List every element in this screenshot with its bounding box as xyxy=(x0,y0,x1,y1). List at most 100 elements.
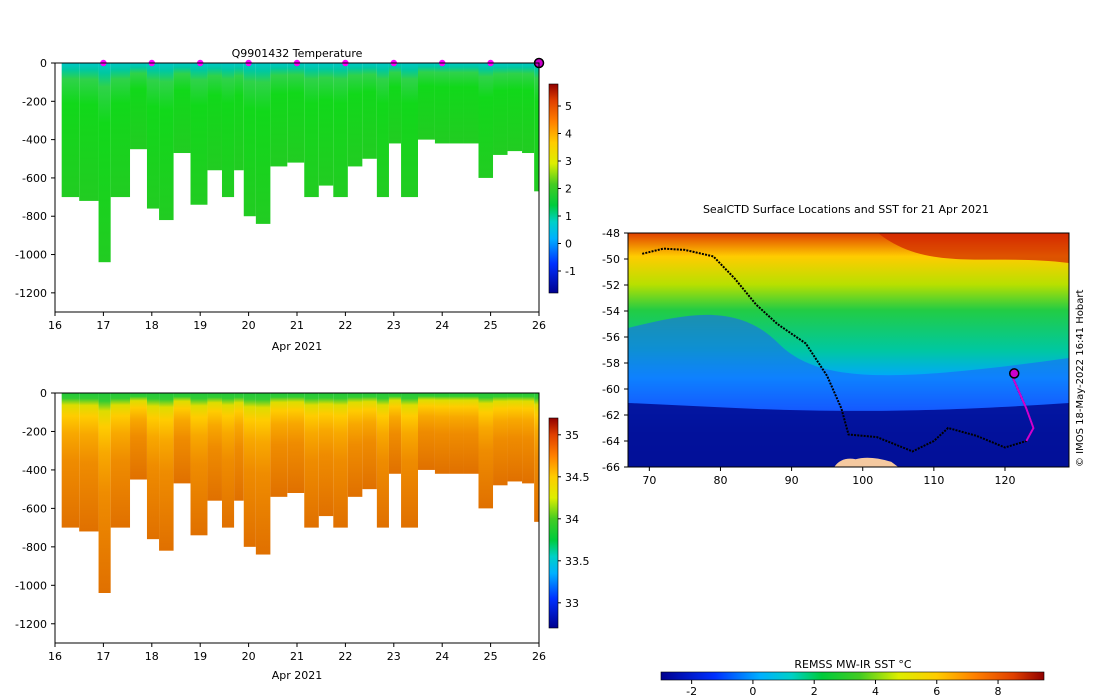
s-profile-column xyxy=(362,393,377,490)
t-profile-column xyxy=(287,63,305,163)
t-x-tick-label: 23 xyxy=(387,319,401,332)
temperature-x-axis-label: Apr 2021 xyxy=(272,340,323,353)
current-location-marker xyxy=(1008,368,1020,379)
t-x-tick-label: 19 xyxy=(193,319,207,332)
t-profile-column xyxy=(434,63,450,144)
t-profile-column xyxy=(318,63,334,186)
s-cbar-tick-label: 33 xyxy=(565,597,579,610)
s-x-tick-label: 17 xyxy=(96,650,110,663)
lat-tick-label: -56 xyxy=(602,331,620,344)
s-profile-column xyxy=(173,393,191,484)
s-x-tick-label: 16 xyxy=(48,650,62,663)
lon-tick-label: 110 xyxy=(923,474,944,487)
sst-cbar-tick-label: -2 xyxy=(686,685,697,698)
t-profile-column xyxy=(418,63,435,140)
t-y-tick-label: 0 xyxy=(40,57,47,70)
s-profile-column xyxy=(159,393,174,551)
t-profile-column xyxy=(110,63,131,198)
s-profile-column xyxy=(418,393,435,470)
t-profile-column xyxy=(146,63,160,209)
s-profile-column xyxy=(110,393,131,528)
t-x-tick-label: 18 xyxy=(145,319,159,332)
salinity-x-axis: 16 17 18 19 20 21 22 23 24 25 26 xyxy=(48,643,546,663)
s-x-tick-label: 19 xyxy=(193,650,207,663)
salinity-data-layer xyxy=(61,393,539,593)
t-profile-column xyxy=(79,63,99,201)
t-profile-column xyxy=(243,63,256,217)
s-cbar-tick-label: 34 xyxy=(565,513,579,526)
t-cbar-tick-label: 3 xyxy=(565,155,572,168)
s-y-tick-label: 0 xyxy=(40,387,47,400)
s-profile-column xyxy=(130,393,147,480)
t-profile-column xyxy=(401,63,418,198)
s-profile-column xyxy=(493,393,508,486)
lat-tick-label: -54 xyxy=(602,305,620,318)
temperature-x-axis: 16 17 18 19 20 21 22 23 24 25 26 xyxy=(48,312,546,332)
t-profile-column xyxy=(234,63,244,171)
sst-cbar-tick-label: 6 xyxy=(933,685,940,698)
lat-tick-label: -62 xyxy=(602,409,620,422)
t-profile-column xyxy=(221,63,235,198)
t-profile-column xyxy=(304,63,319,198)
lat-tick-label: -50 xyxy=(602,253,620,266)
lon-tick-label: 90 xyxy=(785,474,799,487)
s-profile-column xyxy=(79,393,99,532)
s-profile-column xyxy=(190,393,208,536)
t-x-tick-label: 22 xyxy=(338,319,352,332)
lon-tick-label: 120 xyxy=(994,474,1015,487)
t-profile-column xyxy=(207,63,222,171)
t-profile-column xyxy=(159,63,174,221)
salinity-y-axis: 0 -200 -400 -600 -800 -1000 -1200 xyxy=(15,387,55,631)
s-profile-column xyxy=(318,393,334,517)
map-title: SealCTD Surface Locations and SST for 21… xyxy=(703,203,989,216)
t-profile-column xyxy=(522,63,535,154)
s-profile-column xyxy=(304,393,319,528)
t-profile-column xyxy=(173,63,191,154)
s-profile-column xyxy=(287,393,305,493)
s-profile-column xyxy=(255,393,271,555)
s-profile-column xyxy=(478,393,494,509)
lat-tick-label: -52 xyxy=(602,279,620,292)
s-x-tick-label: 18 xyxy=(145,650,159,663)
t-profile-column xyxy=(130,63,147,150)
temperature-y-axis: 0 -200 -400 -600 -800 -1000 -1200 xyxy=(15,57,55,300)
t-profile-column xyxy=(507,63,523,152)
s-profile-column xyxy=(333,393,348,528)
temperature-colorbar-ticks: 5 4 3 2 1 0 -1 xyxy=(558,100,576,278)
sst-cbar-tick-label: 4 xyxy=(872,685,879,698)
t-x-tick-label: 20 xyxy=(242,319,256,332)
lon-tick-label: 70 xyxy=(642,474,656,487)
sst-cbar-tick-label: 2 xyxy=(811,685,818,698)
t-profile-column xyxy=(388,63,402,144)
t-profile-column xyxy=(534,63,539,192)
s-cbar-tick-label: 33.5 xyxy=(565,555,590,568)
recent-track-segment xyxy=(1011,375,1035,442)
s-profile-column xyxy=(61,393,80,528)
lat-tick-label: -58 xyxy=(602,357,620,370)
t-profile-column xyxy=(190,63,208,205)
t-y-tick-label: -200 xyxy=(22,95,47,108)
t-profile-column xyxy=(449,63,464,144)
s-profile-column xyxy=(463,393,479,474)
s-profile-column xyxy=(376,393,389,528)
s-profile-column xyxy=(146,393,160,540)
map-latitude-axis: -48 -50 -52 -54 -56 -58 -60 -62 -64 -66 xyxy=(602,227,628,474)
t-profile-column xyxy=(61,63,80,198)
s-profile-column xyxy=(401,393,418,528)
temperature-colorbar xyxy=(548,83,559,294)
t-x-tick-label: 25 xyxy=(484,319,498,332)
s-x-tick-label: 24 xyxy=(435,650,449,663)
s-profile-column xyxy=(270,393,288,497)
t-profile-column xyxy=(255,63,271,224)
land-patch xyxy=(834,457,899,467)
lat-tick-label: -64 xyxy=(602,435,620,448)
s-y-tick-label: -1000 xyxy=(15,579,47,592)
s-profile-column xyxy=(449,393,464,474)
t-profile-column xyxy=(347,63,363,167)
t-y-tick-label: -400 xyxy=(22,134,47,147)
map-longitude-axis: 70 80 90 100 110 120 xyxy=(642,467,1015,487)
temperature-data-layer xyxy=(61,63,539,263)
salinity-colorbar-ticks: 35 34.5 34 33.5 33 xyxy=(558,429,590,610)
s-cbar-tick-label: 34.5 xyxy=(565,471,590,484)
t-profile-column xyxy=(478,63,494,178)
